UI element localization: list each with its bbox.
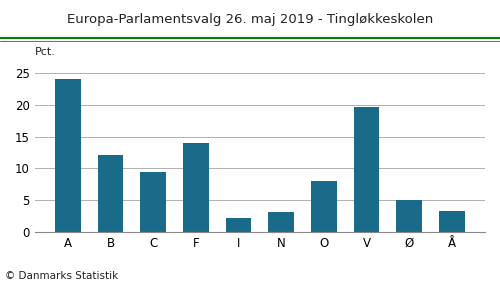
Bar	[183, 143, 208, 232]
Text: Pct.: Pct.	[34, 47, 56, 57]
Text: Europa-Parlamentsvalg 26. maj 2019 - Tingløkkeskolen: Europa-Parlamentsvalg 26. maj 2019 - Tin…	[67, 13, 433, 26]
Bar	[354, 107, 380, 232]
Bar	[311, 181, 336, 232]
Bar	[396, 200, 422, 232]
Bar	[268, 212, 294, 232]
Bar	[140, 172, 166, 232]
Bar	[439, 211, 464, 232]
Bar	[55, 79, 81, 232]
Text: © Danmarks Statistik: © Danmarks Statistik	[5, 271, 118, 281]
Bar	[98, 155, 124, 232]
Bar	[226, 217, 252, 232]
